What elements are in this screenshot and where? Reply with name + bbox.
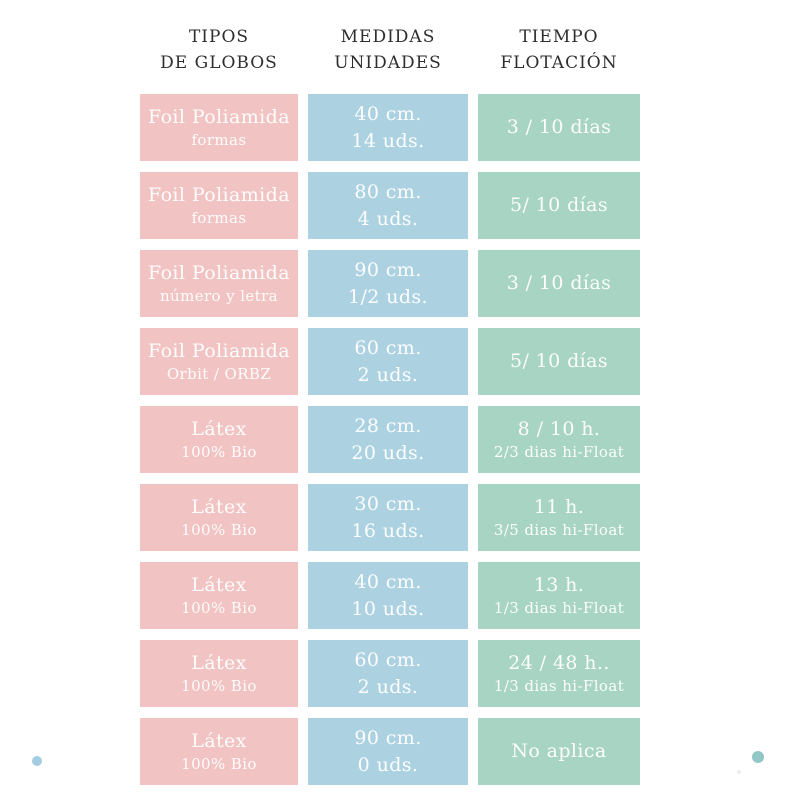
cell-line: 60 cm. [354, 648, 422, 671]
cell-line: 100% Bio [181, 520, 257, 539]
cell-line: Látex [191, 417, 247, 440]
tiempo-cell-row7: 13 h. 1/3 dias hi-Float [478, 562, 640, 629]
header-line: DE GLOBOS [160, 53, 278, 73]
cell-line: Foil Poliamida [148, 183, 290, 206]
cell-line: 1/3 dias hi-Float [493, 598, 625, 617]
cell-line: 100% Bio [181, 754, 257, 773]
cell-line: 1/2 uds. [347, 285, 428, 308]
cell-line: 80 cm. [354, 180, 422, 203]
tiempo-cell-row2: 5/ 10 días [478, 172, 640, 239]
cell-line: 3 / 10 días [506, 116, 612, 138]
cell-line: 24 / 48 h.. [508, 651, 610, 674]
cell-line: 100% Bio [181, 598, 257, 617]
tipo-cell-row3: Foil Poliamida número y letra [140, 250, 298, 317]
cell-line: 8 / 10 h. [517, 417, 601, 440]
decorative-dot-right [752, 751, 764, 763]
cell-line: 5/ 10 días [509, 350, 609, 372]
column-header-medidas: MEDIDAS UNIDADES [308, 24, 468, 76]
cell-line: 100% Bio [181, 676, 257, 695]
header-line: TIPOS [188, 27, 250, 47]
medida-cell-row1: 40 cm. 14 uds. [308, 94, 468, 161]
header-line: TIEMPO [519, 27, 599, 47]
cell-line: 5/ 10 días [509, 194, 609, 216]
cell-line: 4 uds. [357, 207, 419, 230]
cell-line: Látex [191, 495, 247, 518]
column-header-tipos: TIPOS DE GLOBOS [140, 24, 298, 76]
medida-cell-row9: 90 cm. 0 uds. [308, 718, 468, 785]
medida-cell-row6: 30 cm. 16 uds. [308, 484, 468, 551]
cell-line: número y letra [159, 286, 279, 305]
tiempo-cell-row4: 5/ 10 días [478, 328, 640, 395]
medida-cell-row2: 80 cm. 4 uds. [308, 172, 468, 239]
cell-line: 3 / 10 días [506, 272, 612, 294]
tipo-cell-row2: Foil Poliamida formas [140, 172, 298, 239]
tipo-cell-row9: Látex 100% Bio [140, 718, 298, 785]
tipo-cell-row4: Foil Poliamida Orbit / ORBZ [140, 328, 298, 395]
medida-cell-row4: 60 cm. 2 uds. [308, 328, 468, 395]
cell-line: 10 uds. [351, 597, 425, 620]
column-header-tiempo: TIEMPO FLOTACIÓN [478, 24, 640, 76]
tiempo-cell-row5: 8 / 10 h. 2/3 dias hi-Float [478, 406, 640, 473]
cell-line: 90 cm. [354, 258, 422, 281]
cell-line: 2 uds. [357, 363, 419, 386]
cell-line: 2/3 dias hi-Float [493, 442, 625, 461]
tiempo-cell-row9: No aplica [478, 718, 640, 785]
cell-line: 60 cm. [354, 336, 422, 359]
cell-line: 2 uds. [357, 675, 419, 698]
cell-line: 11 h. [533, 495, 585, 518]
cell-line: 3/5 dias hi-Float [493, 520, 625, 539]
tipo-cell-row7: Látex 100% Bio [140, 562, 298, 629]
cell-line: Foil Poliamida [148, 339, 290, 362]
cell-line: 20 uds. [351, 441, 425, 464]
tipo-cell-row6: Látex 100% Bio [140, 484, 298, 551]
cell-line: 90 cm. [354, 726, 422, 749]
cell-line: formas [191, 208, 247, 227]
medida-cell-row7: 40 cm. 10 uds. [308, 562, 468, 629]
cell-line: No aplica [511, 740, 607, 762]
tiempo-cell-row1: 3 / 10 días [478, 94, 640, 161]
cell-line: 40 cm. [354, 102, 422, 125]
header-line: FLOTACIÓN [500, 53, 618, 73]
cell-line: Látex [191, 651, 247, 674]
tipo-cell-row5: Látex 100% Bio [140, 406, 298, 473]
cell-line: 100% Bio [181, 442, 257, 461]
cell-line: 28 cm. [354, 414, 422, 437]
tipo-cell-row8: Látex 100% Bio [140, 640, 298, 707]
cell-line: 14 uds. [351, 129, 425, 152]
column-headers: TIPOS DE GLOBOS MEDIDAS UNIDADES TIEMPO … [140, 24, 640, 76]
header-line: UNIDADES [334, 53, 442, 73]
decorative-dot-speck [737, 770, 741, 774]
cell-line: formas [191, 130, 247, 149]
cell-line: Látex [191, 729, 247, 752]
cell-line: Foil Poliamida [148, 261, 290, 284]
tiempo-cell-row6: 11 h. 3/5 dias hi-Float [478, 484, 640, 551]
cell-line: 1/3 dias hi-Float [493, 676, 625, 695]
tipo-cell-row1: Foil Poliamida formas [140, 94, 298, 161]
cell-line: 13 h. [533, 573, 585, 596]
tiempo-cell-row8: 24 / 48 h.. 1/3 dias hi-Float [478, 640, 640, 707]
tiempo-cell-row3: 3 / 10 días [478, 250, 640, 317]
decorative-dot-left [32, 756, 42, 766]
cell-line: 40 cm. [354, 570, 422, 593]
cell-line: 30 cm. [354, 492, 422, 515]
cell-line: Látex [191, 573, 247, 596]
medida-cell-row8: 60 cm. 2 uds. [308, 640, 468, 707]
balloon-table: Foil Poliamida formas 40 cm. 14 uds. 3 /… [140, 94, 640, 785]
header-line: MEDIDAS [340, 27, 436, 47]
cell-line: Orbit / ORBZ [166, 364, 272, 383]
medida-cell-row3: 90 cm. 1/2 uds. [308, 250, 468, 317]
medida-cell-row5: 28 cm. 20 uds. [308, 406, 468, 473]
cell-line: 0 uds. [357, 753, 419, 776]
cell-line: 16 uds. [351, 519, 425, 542]
cell-line: Foil Poliamida [148, 105, 290, 128]
